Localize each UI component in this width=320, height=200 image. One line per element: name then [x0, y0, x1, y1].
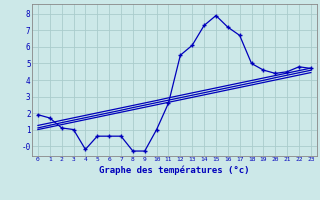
X-axis label: Graphe des températures (°c): Graphe des températures (°c) — [99, 165, 250, 175]
